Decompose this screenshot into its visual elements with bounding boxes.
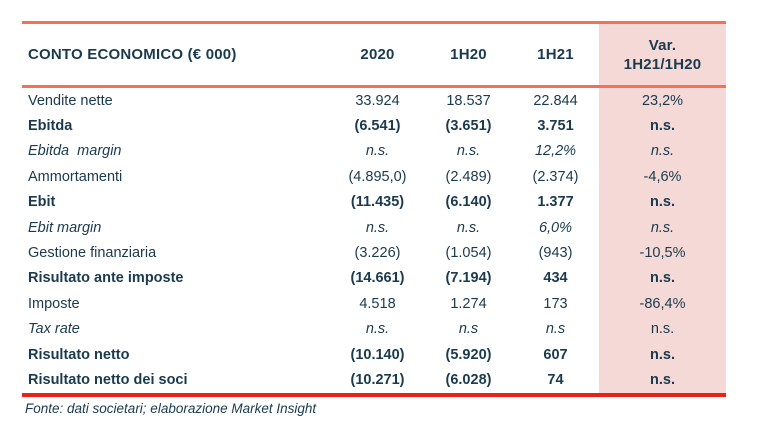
table-row: Risultato netto dei soci (10.271) (6.028… — [22, 367, 726, 393]
table-row: Tax rate n.s. n.s n.s n.s. — [22, 316, 726, 342]
value-1h20: (6.140) — [445, 194, 492, 211]
value-var: 23,2% — [599, 88, 726, 114]
value-var: n.s. — [599, 341, 726, 368]
value-1h21: 1.377 — [537, 194, 574, 211]
value-1h20: (2.489) — [445, 168, 492, 185]
income-statement-table: CONTO ECONOMICO (€ 000) 2020 1H20 1H21 V… — [22, 21, 726, 397]
value-var: n.s. — [599, 367, 726, 393]
row-label: Ebitda margin — [28, 143, 122, 160]
row-label: Ebit — [28, 194, 56, 211]
value-var: -86,4% — [599, 291, 726, 317]
column-header-1h20: 1H20 — [450, 46, 487, 63]
value-var: n.s. — [599, 316, 726, 342]
value-1h20: 1.274 — [450, 295, 487, 312]
header-separator — [22, 85, 726, 88]
value-1h20: (5.920) — [445, 346, 492, 363]
value-2020: 33.924 — [355, 92, 400, 109]
table-row: Ebit margin n.s. n.s. 6,0% n.s. — [22, 214, 726, 241]
row-label: Vendite nette — [28, 92, 113, 109]
value-1h20: (1.054) — [445, 245, 492, 262]
row-label: Risultato ante imposte — [28, 270, 184, 287]
value-2020: (10.140) — [350, 346, 405, 363]
table-title: CONTO ECONOMICO (€ 000) — [28, 46, 237, 63]
value-1h20: (6.028) — [445, 371, 492, 388]
row-label: Imposte — [28, 295, 80, 312]
table-header-row: CONTO ECONOMICO (€ 000) 2020 1H20 1H21 V… — [22, 24, 726, 85]
value-2020: (4.895,0) — [348, 168, 407, 185]
value-var: -10,5% — [599, 240, 726, 266]
value-1h21: 173 — [543, 295, 568, 312]
row-label: Gestione finanziaria — [28, 245, 157, 262]
table-row: Risultato ante imposte (14.661) (7.194) … — [22, 265, 726, 292]
row-label: Risultato netto dei soci — [28, 371, 188, 388]
value-2020: (10.271) — [350, 371, 405, 388]
row-label: Ebitda — [28, 118, 73, 135]
value-1h21: (2.374) — [532, 168, 579, 185]
value-2020: n.s. — [365, 143, 390, 160]
value-1h21: 12,2% — [534, 143, 577, 160]
value-1h20: 18.537 — [446, 92, 491, 109]
value-1h20: (7.194) — [445, 270, 492, 287]
value-1h21: 6,0% — [538, 219, 573, 236]
var-header-line2: 1H21/1H20 — [623, 55, 702, 73]
value-var: -4,6% — [599, 164, 726, 190]
value-1h21: 22.844 — [533, 92, 578, 109]
value-var: n.s. — [599, 113, 726, 139]
row-label: Tax rate — [28, 321, 80, 338]
value-1h20: n.s. — [456, 143, 481, 160]
table-row: Ebitda (6.541) (3.651) 3.751 n.s. — [22, 113, 726, 139]
value-2020: (3.226) — [354, 245, 401, 262]
column-header-2020: 2020 — [360, 46, 395, 63]
column-header-var: Var. 1H21/1H20 — [599, 24, 726, 85]
table-row: Gestione finanziaria (3.226) (1.054) (94… — [22, 240, 726, 266]
table-row: Ebitda margin n.s. n.s. 12,2% n.s. — [22, 138, 726, 165]
var-header-line1: Var. — [648, 36, 677, 54]
table-row: Imposte 4.518 1.274 173 -86,4% — [22, 291, 726, 317]
row-label: Ebit margin — [28, 219, 102, 236]
value-2020: 4.518 — [359, 295, 396, 312]
table-bottom-border — [22, 392, 726, 397]
value-var: n.s. — [599, 265, 726, 292]
table-row: Ammortamenti (4.895,0) (2.489) (2.374) -… — [22, 164, 726, 190]
table-top-border — [22, 21, 726, 24]
value-2020: (11.435) — [350, 194, 405, 211]
value-1h21: 3.751 — [537, 118, 574, 135]
value-var: n.s. — [599, 138, 726, 165]
row-label: Ammortamenti — [28, 168, 123, 185]
column-header-1h21: 1H21 — [537, 46, 574, 63]
table-row: Risultato netto (10.140) (5.920) 607 n.s… — [22, 341, 726, 368]
value-2020: (6.541) — [354, 118, 401, 135]
value-2020: (14.661) — [350, 270, 405, 287]
value-1h21: (943) — [538, 245, 573, 262]
value-1h20: n.s. — [456, 219, 481, 236]
value-1h21: 607 — [543, 346, 568, 363]
value-var: n.s. — [599, 214, 726, 241]
table-row: Ebit (11.435) (6.140) 1.377 n.s. — [22, 189, 726, 215]
value-2020: n.s. — [365, 219, 390, 236]
source-note: Fonte: dati societari; elaborazione Mark… — [25, 401, 317, 416]
value-1h21: 434 — [543, 270, 568, 287]
value-1h20: n.s — [458, 321, 479, 338]
value-1h20: (3.651) — [445, 118, 492, 135]
value-1h21: n.s — [545, 321, 566, 338]
value-2020: n.s. — [365, 321, 390, 338]
value-1h21: 74 — [547, 371, 564, 388]
table-row: Vendite nette 33.924 18.537 22.844 23,2% — [22, 88, 726, 114]
value-var: n.s. — [599, 189, 726, 215]
row-label: Risultato netto — [28, 346, 130, 363]
